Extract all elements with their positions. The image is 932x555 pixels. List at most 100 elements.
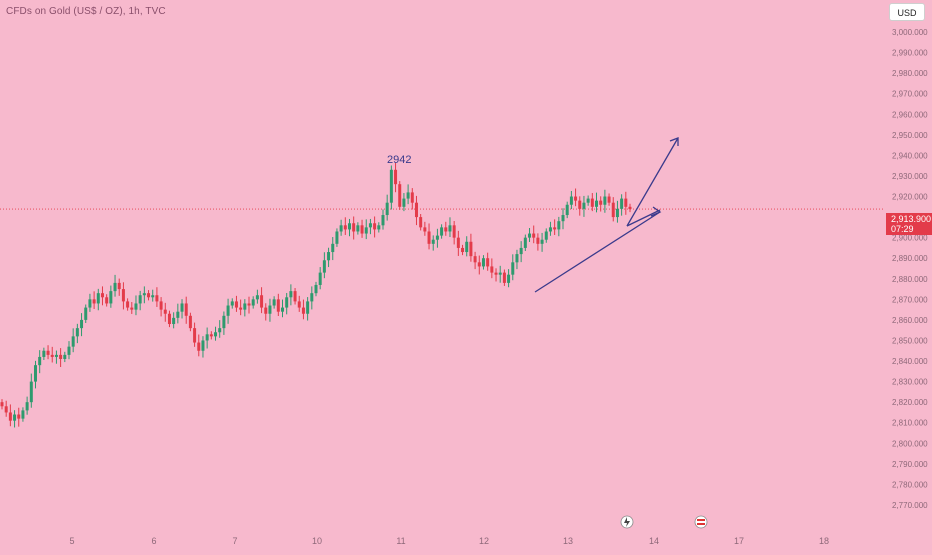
candle-body	[46, 350, 50, 355]
x-tick-label: 7	[232, 536, 237, 546]
candle-body	[595, 200, 599, 207]
candle-body	[25, 402, 29, 411]
lightning-icon	[624, 517, 630, 527]
y-tick-label: 2,920.000	[892, 193, 928, 202]
candle-body	[251, 299, 255, 306]
candle-body	[42, 350, 46, 357]
candle-body	[54, 354, 58, 357]
candle-body	[197, 342, 201, 351]
candle-body	[167, 313, 171, 325]
candle-body	[532, 233, 536, 238]
candle-body	[272, 299, 276, 306]
candle-body	[17, 414, 21, 419]
candle-body	[285, 297, 289, 308]
y-tick-label: 2,860.000	[892, 316, 928, 325]
candle-body	[528, 233, 532, 238]
y-tick-label: 2,980.000	[892, 69, 928, 78]
candle-body	[507, 274, 511, 283]
y-tick-label: 2,880.000	[892, 275, 928, 284]
candle-body	[193, 328, 197, 343]
candle-body	[67, 346, 71, 355]
candle-body	[84, 307, 88, 320]
projection-arrow-side[interactable]	[626, 209, 661, 227]
candle-body	[461, 247, 465, 253]
candle-body	[381, 215, 385, 226]
high-annotation-label: 2942	[387, 154, 411, 166]
candle-body	[255, 295, 259, 300]
candle-body	[130, 307, 134, 310]
us-flag-event-icon[interactable]	[694, 515, 708, 529]
candle-body	[498, 272, 502, 275]
candle-body	[586, 198, 590, 203]
candle-body	[184, 303, 188, 316]
candle-body	[431, 239, 435, 244]
candle-body	[465, 241, 469, 253]
candle-body	[339, 225, 343, 232]
candle-body	[373, 223, 377, 230]
candle-body	[620, 198, 624, 209]
x-tick-label: 11	[396, 536, 405, 546]
candle-body	[611, 202, 615, 218]
current-price-badge	[886, 213, 932, 235]
candle-body	[444, 227, 448, 232]
y-tick-label: 2,870.000	[892, 295, 928, 304]
candle-body	[218, 328, 222, 333]
candle-body	[276, 299, 280, 312]
y-tick-label: 2,930.000	[892, 172, 928, 181]
candle-body	[368, 223, 372, 228]
candle-body	[565, 204, 569, 216]
candle-body	[88, 299, 92, 308]
candle-body	[188, 315, 192, 329]
trend-line[interactable]	[534, 211, 661, 293]
candle-body	[331, 243, 335, 253]
candle-body	[582, 202, 586, 209]
candle-body	[96, 293, 100, 304]
currency-selector-button[interactable]: USD	[889, 3, 925, 21]
candle-body	[75, 328, 79, 337]
candle-body	[394, 169, 398, 185]
candle-body	[481, 258, 485, 267]
candle-body	[540, 239, 544, 244]
candle-body	[473, 256, 477, 263]
y-tick-label: 2,810.000	[892, 419, 928, 428]
candle-body	[590, 198, 594, 207]
candle-body	[502, 272, 506, 283]
candle-body	[176, 311, 180, 318]
candle-body	[427, 231, 431, 244]
candle-body	[117, 282, 121, 290]
candle-body	[63, 354, 67, 359]
candle-body	[402, 198, 406, 207]
candle-body	[410, 192, 414, 203]
symbol-title: CFDs on Gold (US$ / OZ), 1h, TVC	[6, 6, 166, 17]
candle-body	[163, 309, 167, 314]
candle-body	[226, 305, 230, 316]
y-tick-label: 2,800.000	[892, 439, 928, 448]
candle-body	[92, 299, 96, 304]
candle-body	[314, 284, 318, 294]
candle-body	[306, 301, 310, 314]
candle-body	[615, 208, 619, 218]
y-tick-label: 2,790.000	[892, 460, 928, 469]
candle-body	[544, 231, 548, 240]
candle-body	[477, 262, 481, 267]
candle-body	[301, 307, 305, 314]
candle-body	[578, 200, 582, 209]
projection-arrow-up[interactable]	[626, 137, 679, 227]
candle-body	[159, 301, 163, 310]
candle-body	[289, 291, 293, 298]
candle-body	[134, 303, 138, 310]
y-tick-label: 3,000.000	[892, 28, 928, 37]
candle-body	[548, 227, 552, 232]
candle-body	[0, 402, 4, 407]
candle-body	[628, 206, 632, 210]
candle-body	[469, 241, 473, 257]
candle-body	[105, 297, 109, 304]
candle-body	[599, 200, 603, 205]
candle-body	[209, 334, 213, 337]
y-tick-label: 2,950.000	[892, 131, 928, 140]
candle-body	[515, 254, 519, 263]
y-tick-label: 2,840.000	[892, 357, 928, 366]
candle-body	[536, 237, 540, 244]
